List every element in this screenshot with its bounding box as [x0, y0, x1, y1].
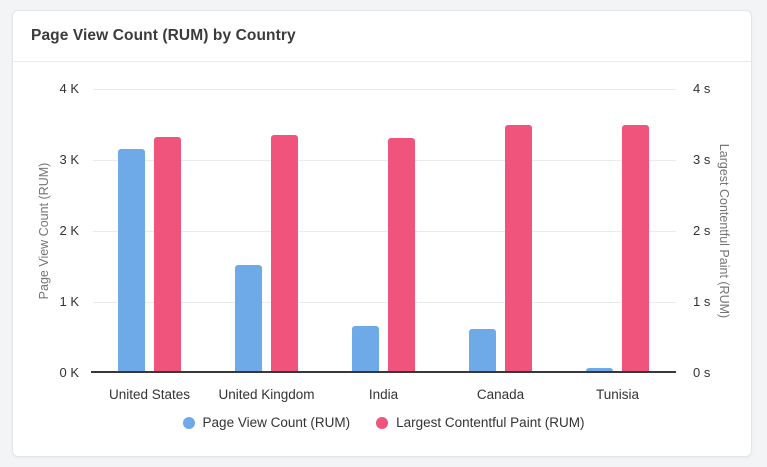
x-axis-labels: United States United Kingdom India Canada Tu… [91, 387, 676, 404]
legend-dot-page-view-count-rum-icon [182, 416, 195, 429]
left-axis-tick-label: 3 K [59, 152, 79, 167]
right-axis-tick-label: 0 s [693, 365, 711, 380]
legend-item-page-view-count-rum[interactable]: Page View Count (RUM) [182, 415, 351, 430]
left-axis-tick-label: 4 K [59, 81, 79, 96]
gridline [93, 231, 676, 232]
bar-united-states-page-view-count-rum[interactable] [118, 148, 145, 371]
bar-united-kingdom-largest-contentful-paint-rum[interactable] [271, 134, 298, 371]
bar-india-largest-contentful-paint-rum[interactable] [388, 138, 415, 371]
gridline [93, 302, 676, 303]
x-label-united-states: United States [108, 387, 191, 402]
legend-label: Largest Contentful Paint (RUM) [396, 415, 585, 430]
chart-title: Page View Count (RUM) by Country [31, 27, 296, 44]
chart-legend: Page View Count (RUM) Largest Contentful … [91, 415, 676, 430]
gridline [93, 160, 676, 161]
x-label-tunisia: Tunisia [595, 387, 640, 402]
bar-tunisia-page-view-count-rum[interactable] [586, 368, 613, 371]
right-axis-tick-label: 3 s [693, 152, 711, 167]
chart-area: Page View Count (RUM) Largest Contentful… [13, 62, 751, 456]
x-label-united-kingdom: United Kingdom [218, 387, 315, 402]
left-axis-tick-label: 1 K [59, 294, 79, 309]
left-axis-tick-label: 0 K [59, 365, 79, 380]
left-axis-ticks: 4 K 3 K 2 K 1 K 0 K [13, 81, 79, 380]
bar-tunisia-largest-contentful-paint-rum[interactable] [622, 125, 649, 371]
right-axis-tick-label: 1 s [693, 294, 711, 309]
right-axis-ticks: 4 s 3 s 2 s 1 s 0 s [693, 81, 753, 380]
bar-india-page-view-count-rum[interactable] [352, 326, 379, 371]
gridline [93, 89, 676, 90]
legend-item-largest-contentful-paint-rum[interactable]: Largest Contentful Paint (RUM) [376, 415, 584, 430]
bar-united-states-largest-contentful-paint-rum[interactable] [154, 136, 181, 371]
legend-dot-largest-contentful-paint-rum-icon [376, 416, 389, 429]
left-axis-tick-label: 2 K [59, 223, 79, 238]
x-label-india: India [368, 387, 399, 402]
plot-area [91, 89, 676, 373]
bar-united-kingdom-page-view-count-rum[interactable] [235, 264, 262, 371]
right-axis-tick-label: 2 s [693, 223, 711, 238]
x-label-canada: Canada [476, 387, 525, 402]
right-axis-tick-label: 4 s [693, 81, 711, 96]
bar-canada-page-view-count-rum[interactable] [469, 329, 496, 371]
bar-canada-largest-contentful-paint-rum[interactable] [505, 125, 532, 371]
card-header: Page View Count (RUM) by Country [13, 11, 751, 62]
legend-label: Page View Count (RUM) [202, 415, 351, 430]
chart-card: Page View Count (RUM) by Country Page Vi… [12, 10, 752, 457]
